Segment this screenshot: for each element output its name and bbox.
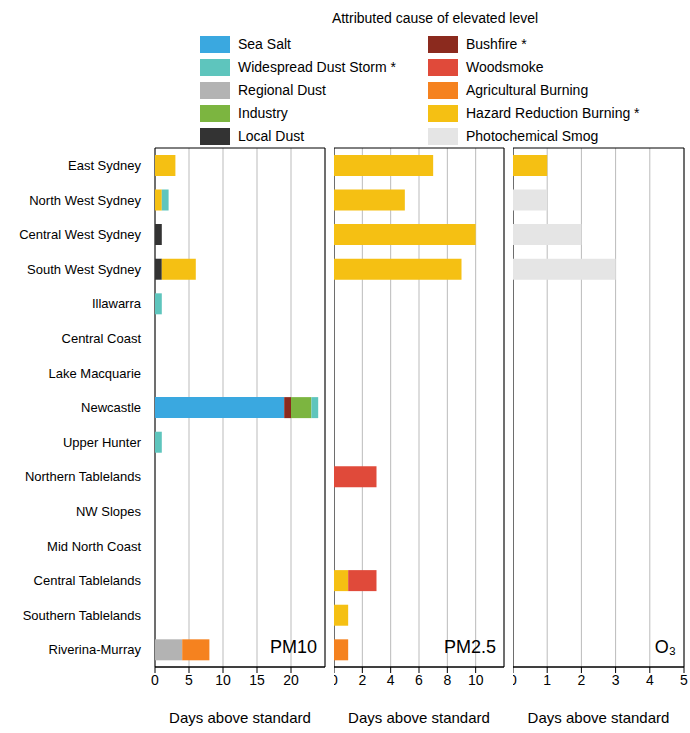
svg-text:5: 5: [185, 672, 193, 688]
html-text:PM10: PM10: [270, 637, 317, 657]
html-text:Agricultural Burning: Agricultural Burning: [466, 82, 589, 98]
html-text:Woodsmoke: Woodsmoke: [466, 59, 544, 75]
svg-text:1: 1: [543, 672, 551, 688]
svg-text:Central West Sydney: Central West Sydney: [19, 227, 141, 242]
html-text:Hazard Reduction Burning *: Hazard Reduction Burning *: [466, 105, 640, 121]
svg-text:East Sydney: East Sydney: [68, 158, 141, 173]
svg-text:Days above standard: Days above standard: [348, 709, 490, 726]
svg-text:Days above standard: Days above standard: [169, 709, 311, 726]
svg-text:Upper Hunter: Upper Hunter: [63, 435, 142, 450]
svg-text:0: 0: [151, 672, 159, 688]
svg-text:10: 10: [215, 672, 231, 688]
svg-text:10: 10: [468, 672, 484, 688]
html-text:Photochemical Smog: Photochemical Smog: [466, 128, 599, 144]
html-text:Sea Salt: Sea Salt: [238, 36, 291, 52]
svg-text:0: 0: [513, 672, 517, 688]
html-text:Regional Dust: Regional Dust: [238, 82, 326, 98]
svg-text:20: 20: [283, 672, 299, 688]
svg-text:Riverina-Murray: Riverina-Murray: [49, 642, 142, 657]
svg-text:Northern Tablelands: Northern Tablelands: [25, 469, 142, 484]
svg-text:2: 2: [358, 672, 366, 688]
html-text:PM2.5: PM2.5: [444, 637, 496, 657]
svg-text:15: 15: [249, 672, 265, 688]
svg-text:Days above standard: Days above standard: [528, 709, 670, 726]
svg-text:0: 0: [334, 672, 338, 688]
svg-text:NW Slopes: NW Slopes: [76, 504, 142, 519]
svg-text:Central Coast: Central Coast: [62, 331, 142, 346]
html-text:Local Dust: Local Dust: [238, 128, 305, 144]
svg-text:Newcastle: Newcastle: [81, 400, 141, 415]
svg-text:North West Sydney: North West Sydney: [29, 193, 141, 208]
html-text:Widespread Dust Storm *: Widespread Dust Storm *: [238, 59, 396, 75]
html-text:Industry: Industry: [238, 105, 288, 121]
svg-text:8: 8: [443, 672, 451, 688]
svg-text:Southern Tablelands: Southern Tablelands: [23, 608, 142, 623]
html-text:O₃: O₃: [654, 637, 676, 657]
svg-text:Illawarra: Illawarra: [92, 296, 142, 311]
svg-text:Mid North Coast: Mid North Coast: [47, 539, 141, 554]
svg-text:4: 4: [646, 672, 654, 688]
svg-text:5: 5: [680, 672, 682, 688]
html-text:Bushfire *: Bushfire *: [466, 36, 527, 52]
svg-text:South West Sydney: South West Sydney: [27, 262, 141, 277]
svg-text:2: 2: [578, 672, 586, 688]
html-text:Attributed cause of elevated l: Attributed cause of elevated level: [331, 10, 539, 26]
svg-text:3: 3: [612, 672, 620, 688]
svg-text:Central Tablelands: Central Tablelands: [34, 573, 142, 588]
svg-text:4: 4: [387, 672, 395, 688]
svg-text:Lake Macquarie: Lake Macquarie: [49, 366, 142, 381]
svg-text:6: 6: [415, 672, 423, 688]
